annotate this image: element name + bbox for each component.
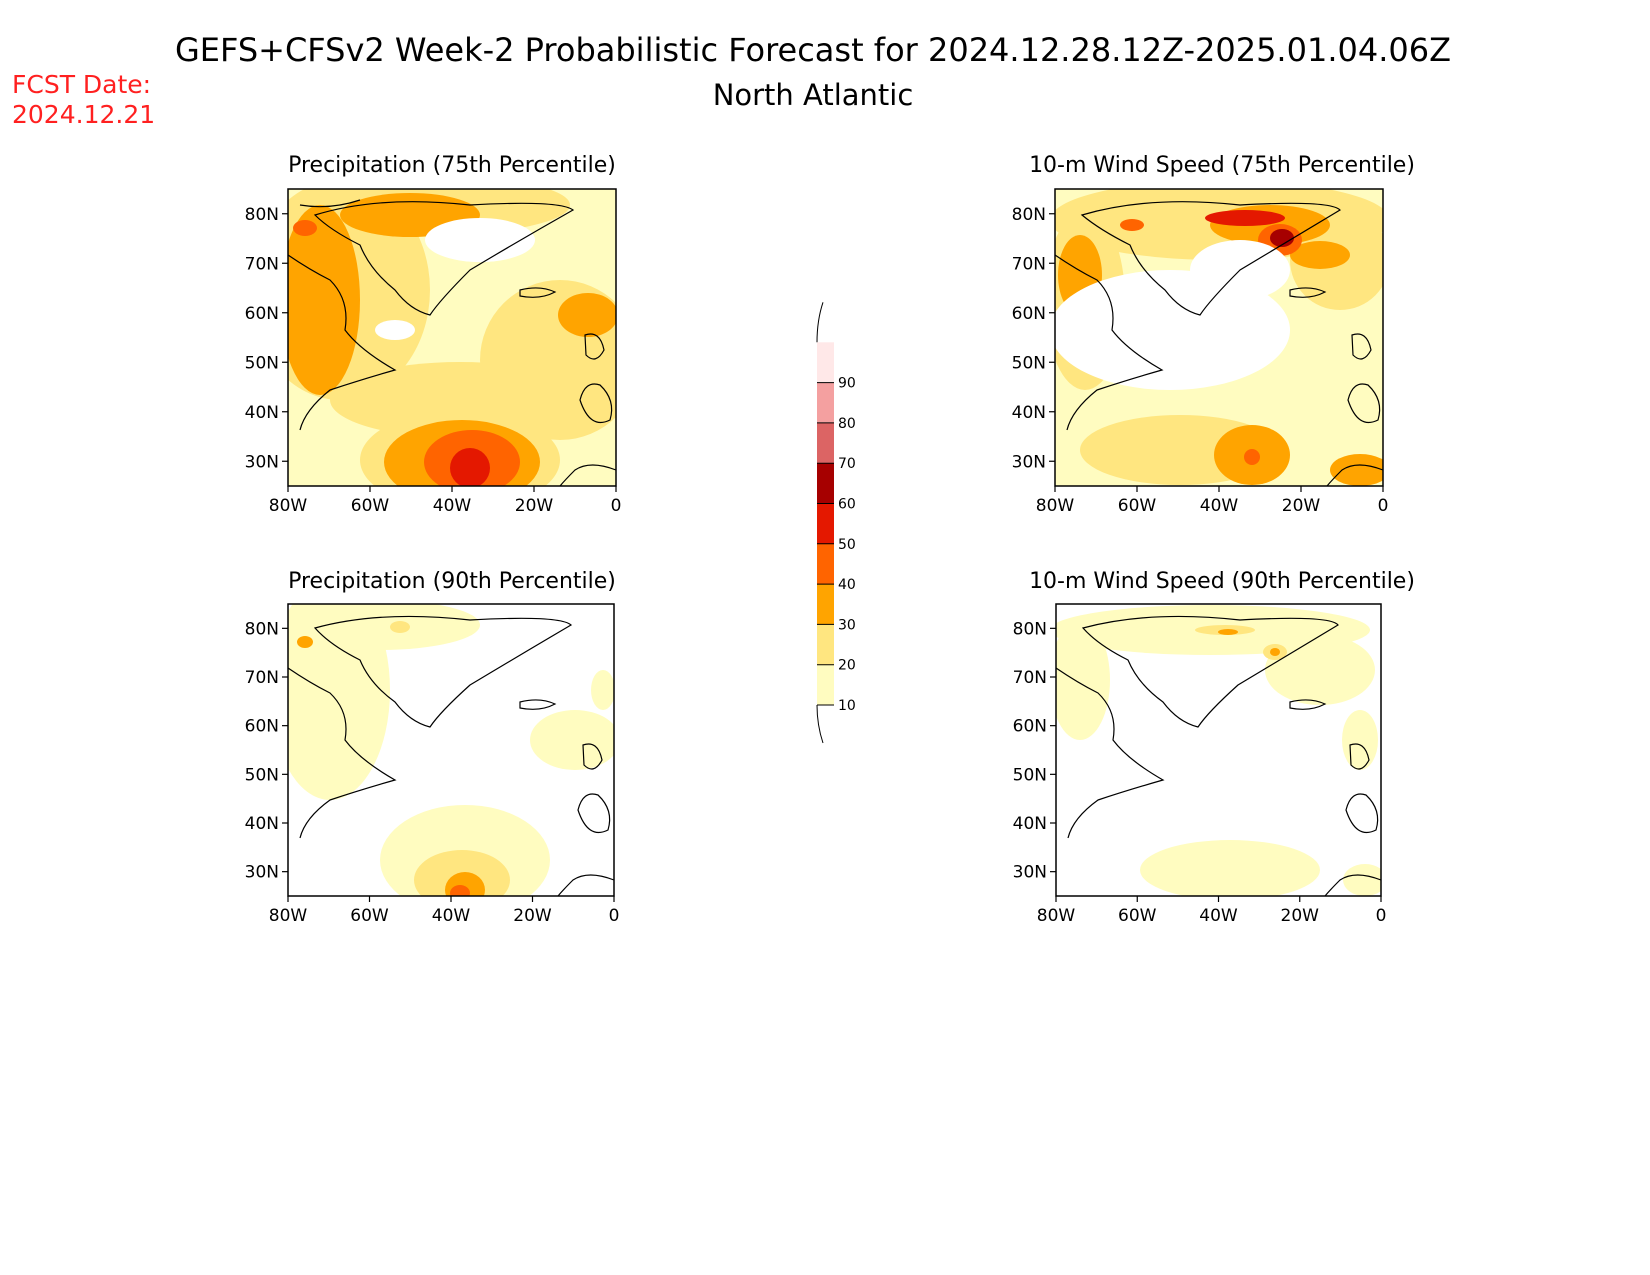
colorbar-swatch [817,422,834,464]
colorbar-bottom-cap [816,704,824,744]
colorbar-label: 60 [838,497,856,513]
lon-tick-label: 20W [1282,496,1321,516]
lon-tick-label: 0 [609,906,620,926]
lon-tick-label: 40W [433,496,472,516]
lon-tick-label: 80W [1037,906,1076,926]
colorbar-swatch [817,503,834,544]
lon-tick-label: 60W [1118,496,1157,516]
lon-tick-label: 60W [351,496,390,516]
colorbar-label: 80 [838,416,856,432]
lat-tick-label: 60N [245,717,279,737]
lat-tick-label: 30N [1012,452,1046,472]
coastlines [1055,615,1382,897]
panel-title: Precipitation (75th Percentile) [288,153,616,178]
colorbar-label: 40 [838,577,856,593]
lon-tick-label: 0 [1376,906,1387,926]
colorbar-top-cap [816,302,824,343]
lat-tick-label: 30N [245,863,279,883]
colorbar-swatch [817,543,834,585]
colorbar-label: 50 [838,537,856,553]
probability-shading [288,189,616,486]
map-panel-wind-90: 10-m Wind Speed (90th Percentile) 30N 40N… [1013,569,1415,926]
lon-tick-label: 40W [1200,496,1239,516]
lon-tick-label: 20W [515,496,554,516]
colorbar-swatch [817,342,834,383]
colorbar-label: 20 [838,658,856,674]
lon-tick-label: 0 [1378,496,1389,516]
lat-tick-label: 80N [245,619,279,639]
colorbar-swatch [817,463,834,504]
lat-tick-label: 60N [1012,304,1046,324]
map-panel-precip-90: Precipitation (90th Percentile) 30N 40N 50… [245,569,620,926]
colorbar-label: 30 [838,617,856,633]
colorbar-swatch [817,584,834,625]
coastlines [287,615,615,897]
colorbar: 10 20 30 40 50 60 70 80 90 [816,302,856,744]
lat-tick-label: 80N [1013,619,1047,639]
probability-shading [1056,604,1381,896]
lon-tick-label: 60W [1118,906,1157,926]
panel-title: 10-m Wind Speed (75th Percentile) [1029,153,1415,178]
colorbar-swatch [817,664,834,705]
fcst-date-value: 2024.12.21 [12,100,155,129]
lat-tick-label: 80N [1012,205,1046,225]
lat-tick-label: 50N [1012,353,1046,373]
lat-tick-label: 80N [245,205,279,225]
lon-tick-label: 40W [432,906,471,926]
lat-tick-label: 50N [1013,765,1047,785]
colorbar-swatch [817,382,834,423]
lon-tick-label: 40W [1199,906,1238,926]
lat-tick-label: 40N [1013,814,1047,834]
colorbar-label: 10 [838,698,856,714]
coastlines [287,199,617,487]
lat-tick-label: 70N [1012,254,1046,274]
lat-tick-label: 40N [1012,403,1046,423]
figure-title: GEFS+CFSv2 Week-2 Probabilistic Forecast… [175,31,1451,69]
figure-subtitle: North Atlantic [713,78,914,112]
lon-tick-label: 80W [269,906,308,926]
lat-tick-label: 50N [245,765,279,785]
lat-tick-label: 70N [1013,668,1047,688]
lon-tick-label: 20W [513,906,552,926]
lon-tick-label: 0 [611,496,622,516]
coastlines [1054,201,1384,487]
lat-tick-label: 60N [245,304,279,324]
lat-tick-label: 60N [1013,717,1047,737]
colorbar-swatch [817,624,834,665]
lon-tick-label: 80W [1036,496,1075,516]
lat-tick-label: 50N [245,353,279,373]
panel-title: Precipitation (90th Percentile) [288,569,616,594]
lat-tick-label: 40N [245,814,279,834]
colorbar-label: 70 [838,456,856,472]
lat-tick-label: 40N [245,403,279,423]
colorbar-label: 90 [838,376,856,392]
lat-tick-label: 30N [245,452,279,472]
lat-tick-label: 70N [245,254,279,274]
fcst-date-label: FCST Date: [12,70,151,99]
map-panel-precip-75: Precipitation (75th Percentile) [245,153,622,516]
map-panel-wind-75: 10-m Wind Speed (75th Percentile) [1012,153,1415,516]
probability-shading [288,604,614,896]
probability-shading [1055,189,1383,486]
lon-tick-label: 60W [350,906,389,926]
panel-title: 10-m Wind Speed (90th Percentile) [1029,569,1415,594]
lon-tick-label: 20W [1281,906,1320,926]
lon-tick-label: 80W [269,496,308,516]
lat-tick-label: 70N [245,668,279,688]
lat-tick-label: 30N [1013,863,1047,883]
